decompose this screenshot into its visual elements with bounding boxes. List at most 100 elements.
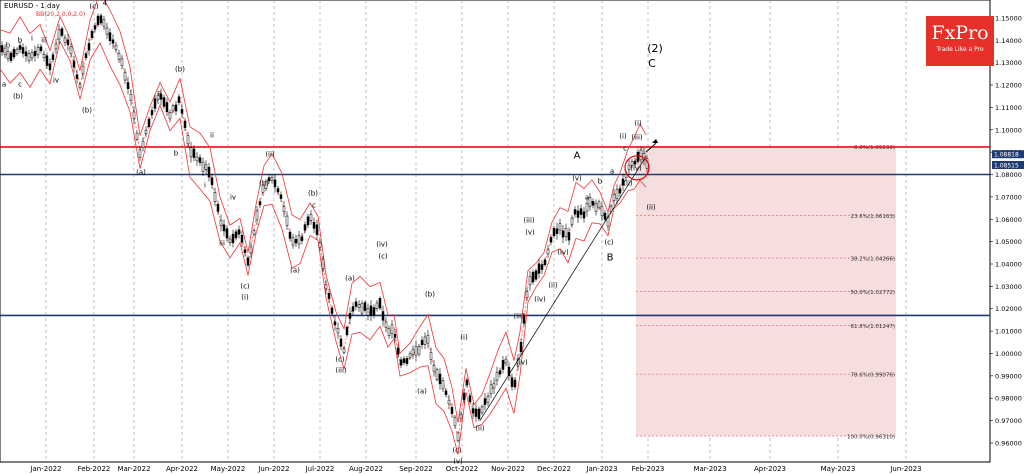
y-tick-label: 1.00000 [995,350,1022,358]
candle-body [630,161,634,166]
y-tick-label: 1.12000 [995,82,1022,90]
candle-body [180,109,184,114]
wave-annotation: (b) [82,106,92,114]
candle-body [594,203,598,212]
wave-annotation: a [158,89,162,97]
wave-annotation: (b) [13,92,23,100]
candle-body [6,51,10,59]
candle-body [549,237,553,243]
wave-annotation: a [610,167,614,175]
x-tick-label: Jun-2022 [257,465,289,473]
price-box-label: 1.08515 [994,162,1019,169]
y-tick-label: 1.07000 [995,193,1022,201]
x-tick-label: Feb-2023 [632,465,665,473]
wave-annotation: (ii) [548,281,558,289]
wave-annotation: (a) [345,274,355,282]
candle-body [378,298,382,309]
wave-annotation: (a) [290,266,300,274]
candle-body [111,39,115,44]
candle-body [429,352,433,360]
candle-body [309,214,313,221]
candle-body [381,311,385,321]
candle-body [174,104,178,112]
candle-body [120,58,124,66]
fib-level-label: 50.0%(1.02772) [850,290,895,296]
candle-body [579,208,583,215]
candle-body [399,359,403,366]
candle-body [483,398,487,405]
wave-annotation: (iv) [534,295,546,303]
candle-body [207,167,211,178]
candle-body [474,408,478,417]
candle-body [567,232,571,241]
candle-body [384,321,388,328]
candle-body [525,291,529,299]
candle-body [603,212,607,220]
wave-annotation: c [18,80,22,88]
wave-annotation: 4 [103,0,108,7]
candle-body [357,304,361,308]
candle-body [456,432,460,441]
wave-annotation: iv [230,193,236,201]
candle-body [411,349,415,355]
candle-body [189,147,193,158]
candle-body [51,54,55,60]
candle-body [156,94,160,100]
candle-body [129,93,133,101]
candle-body [33,50,37,57]
candle-body [45,55,49,66]
candle-body [81,65,85,75]
candle-body [213,192,217,202]
candle-body [639,149,643,161]
candle-body [204,164,208,170]
candle-body [216,203,220,212]
candle-body [339,338,343,347]
candle-body [198,157,202,163]
candle-body [105,27,109,35]
candle-body [321,259,325,269]
price-box-label: 1.08818 [994,152,1019,159]
wave-annotation: b [18,36,23,44]
candle-body [297,235,301,245]
candle-body [519,342,523,353]
candle-body [459,414,463,419]
forecast-arrow [645,142,657,153]
candle-body [492,382,496,389]
fib-level-label: 61.8%(1.01247) [850,324,895,330]
candle-body [243,249,247,253]
x-tick-label: Aug-2022 [349,465,383,473]
candle-body [462,392,466,401]
chart-title: EURUSD - 1 day [4,2,60,10]
candle-body [540,264,544,270]
candle-body [225,228,229,239]
candle-body [87,43,91,51]
wave-annotation: b [174,149,179,157]
candle-body [261,184,265,193]
wave-annotation: (iii) [523,216,535,224]
candle-body [393,334,397,338]
y-tick-label: 1.14000 [995,37,1022,45]
candle-body [78,84,82,89]
candle-body [624,174,628,178]
candle-body [570,217,574,225]
candle-body [351,306,355,312]
price-box [992,150,1024,159]
candle-body [576,210,580,218]
candle-body [39,46,43,51]
candle-body [123,72,127,81]
candle-body [345,326,349,336]
candle-body [390,324,394,334]
candle-body [153,98,157,109]
candle-body [96,15,100,25]
wave-annotation: (c) [604,238,614,246]
candle-body [555,228,559,234]
candle-body [510,377,514,387]
candle-body [306,216,310,226]
candle-body [63,37,67,43]
fib-level-label: 38.2%(1.04266) [850,256,895,262]
candle-body [372,307,376,316]
indicator-label: BB(20,2.0,0,2.0) [36,11,86,18]
candle-body [564,228,568,237]
candle-body [402,358,406,363]
candle-body [573,209,577,215]
